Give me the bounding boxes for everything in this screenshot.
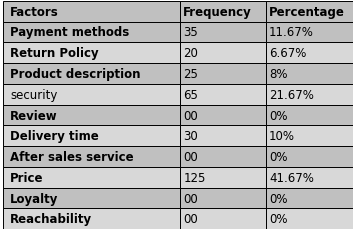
Text: 00: 00 xyxy=(183,192,198,205)
Text: 0%: 0% xyxy=(269,212,288,225)
Bar xyxy=(180,105,266,126)
Bar xyxy=(180,85,266,105)
Bar xyxy=(266,85,353,105)
Text: Delivery time: Delivery time xyxy=(10,130,99,143)
Text: After sales service: After sales service xyxy=(10,150,134,163)
Bar xyxy=(266,188,353,209)
Text: Frequency: Frequency xyxy=(183,6,252,19)
Bar xyxy=(3,22,180,43)
Bar xyxy=(266,209,353,229)
Bar xyxy=(180,2,266,22)
Text: 0%: 0% xyxy=(269,192,288,205)
Text: Reachability: Reachability xyxy=(10,212,92,225)
Text: 0%: 0% xyxy=(269,150,288,163)
Text: 8%: 8% xyxy=(269,68,288,81)
Bar xyxy=(3,146,180,167)
Text: 20: 20 xyxy=(183,47,198,60)
Text: 0%: 0% xyxy=(269,109,288,122)
Bar xyxy=(3,167,180,188)
Text: Return Policy: Return Policy xyxy=(10,47,99,60)
Text: Price: Price xyxy=(10,171,43,184)
Text: 35: 35 xyxy=(183,26,198,39)
Bar xyxy=(266,22,353,43)
Bar xyxy=(266,126,353,146)
Text: 10%: 10% xyxy=(269,130,295,143)
Text: 00: 00 xyxy=(183,109,198,122)
Text: 30: 30 xyxy=(183,130,198,143)
Bar xyxy=(3,209,180,229)
Bar xyxy=(3,188,180,209)
Bar xyxy=(180,64,266,85)
Bar xyxy=(266,105,353,126)
Bar xyxy=(3,43,180,64)
Text: 25: 25 xyxy=(183,68,198,81)
Bar xyxy=(180,209,266,229)
Text: Loyalty: Loyalty xyxy=(10,192,58,205)
Text: Review: Review xyxy=(10,109,58,122)
Text: Percentage: Percentage xyxy=(269,6,345,19)
Text: 41.67%: 41.67% xyxy=(269,171,314,184)
Text: 125: 125 xyxy=(183,171,205,184)
Text: 00: 00 xyxy=(183,150,198,163)
Bar xyxy=(3,85,180,105)
Text: Product description: Product description xyxy=(10,68,140,81)
Bar xyxy=(266,146,353,167)
Text: Payment methods: Payment methods xyxy=(10,26,129,39)
Bar xyxy=(3,126,180,146)
Text: Factors: Factors xyxy=(10,6,59,19)
Bar xyxy=(180,188,266,209)
Bar xyxy=(3,105,180,126)
Bar xyxy=(180,126,266,146)
Bar xyxy=(266,2,353,22)
Text: 11.67%: 11.67% xyxy=(269,26,314,39)
Text: 21.67%: 21.67% xyxy=(269,88,314,101)
Bar xyxy=(180,22,266,43)
Bar xyxy=(266,64,353,85)
Bar xyxy=(266,43,353,64)
Bar xyxy=(3,64,180,85)
Bar xyxy=(180,43,266,64)
Bar xyxy=(266,167,353,188)
Bar xyxy=(180,146,266,167)
Text: 00: 00 xyxy=(183,212,198,225)
Text: 6.67%: 6.67% xyxy=(269,47,307,60)
Text: 65: 65 xyxy=(183,88,198,101)
Text: security: security xyxy=(10,88,57,101)
Bar xyxy=(3,2,180,22)
Bar xyxy=(180,167,266,188)
